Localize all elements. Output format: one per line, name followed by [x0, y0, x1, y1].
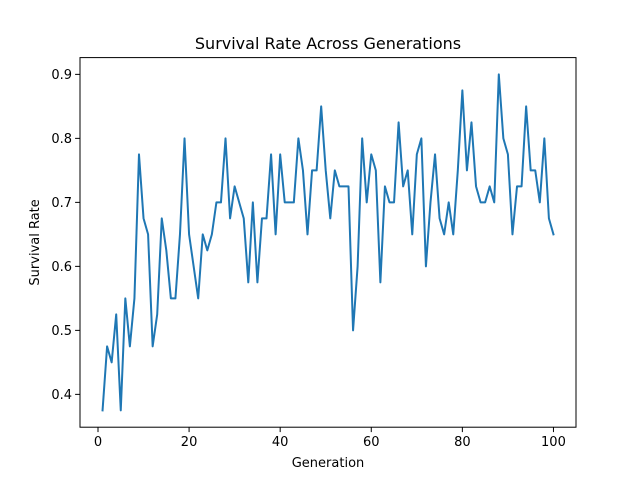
y-axis-ticks: 0.4 0.5 0.6 0.7 0.8 0.9	[51, 68, 80, 403]
x-tick-label: 0	[94, 435, 102, 450]
x-tick-label: 80	[454, 435, 471, 450]
y-tick-label: 0.9	[51, 68, 72, 83]
y-tick-label: 0.4	[51, 388, 72, 403]
x-axis-ticks: 0 20 40 60 80 100	[94, 427, 566, 450]
plot-area	[80, 57, 576, 428]
x-tick-label: 100	[541, 435, 566, 450]
y-axis-label: Survival Rate	[28, 199, 43, 285]
y-tick-label: 0.5	[51, 324, 72, 339]
y-tick-label: 0.7	[51, 196, 72, 211]
series-line-0	[101, 73, 555, 412]
chart-title: Survival Rate Across Generations	[195, 34, 461, 53]
y-tick-label: 0.8	[51, 132, 72, 147]
plot-frame	[79, 57, 577, 428]
x-tick-label: 60	[363, 435, 380, 450]
series-layer	[101, 73, 555, 412]
x-tick-label: 20	[181, 435, 198, 450]
y-tick-label: 0.6	[51, 260, 72, 275]
x-tick-label: 40	[272, 435, 289, 450]
x-axis-label: Generation	[292, 456, 365, 471]
